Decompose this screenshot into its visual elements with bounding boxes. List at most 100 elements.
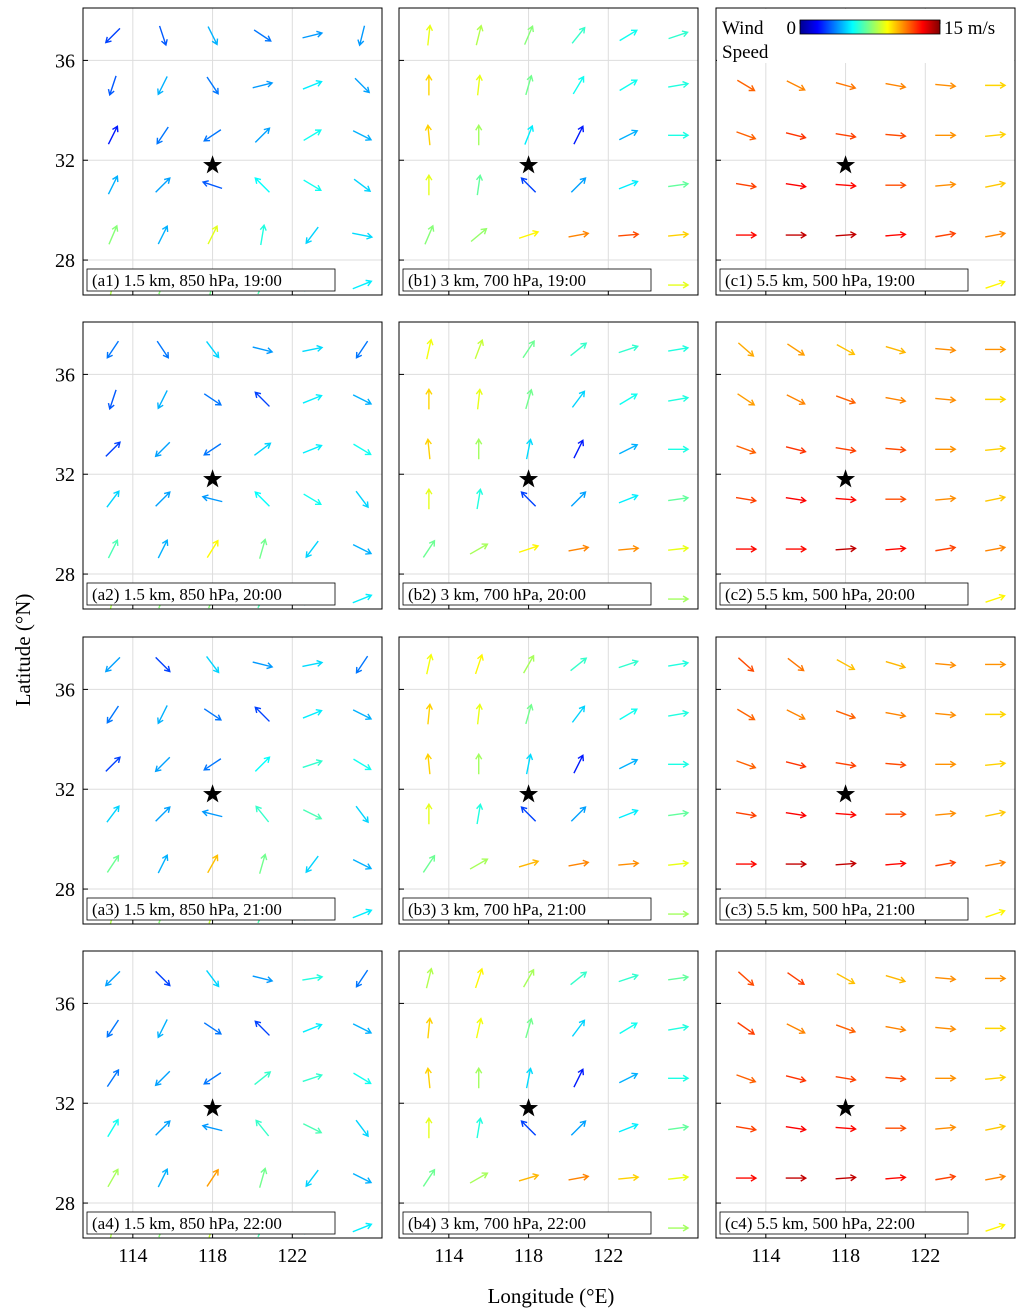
wind-arrow xyxy=(935,1074,957,1082)
wind-arrow xyxy=(352,859,373,870)
wind-arrow xyxy=(668,345,690,353)
wind-arrow xyxy=(885,231,907,239)
wind-arrow xyxy=(525,388,534,410)
colorbar-title: Wind xyxy=(722,18,764,39)
wind-arrow xyxy=(618,1122,639,1133)
wind-arrow xyxy=(106,1019,120,1038)
wind-arrow xyxy=(525,438,534,460)
panel-background xyxy=(716,951,1015,1238)
site-marker xyxy=(836,784,856,803)
y-tick-label: 36 xyxy=(55,364,75,386)
wind-arrow xyxy=(935,346,957,354)
site-marker xyxy=(519,469,539,488)
wind-arrow xyxy=(985,1024,1007,1032)
wind-arrow xyxy=(524,124,534,145)
wind-arrow xyxy=(203,393,223,406)
panel-label: (b2) 3 km, 700 hPa, 20:00 xyxy=(408,585,586,604)
wind-arrow xyxy=(985,1173,1007,1181)
wind-arrow xyxy=(835,1075,857,1083)
panel-background xyxy=(399,322,698,609)
wind-arrow xyxy=(470,227,488,243)
wind-arrow xyxy=(835,1174,857,1182)
y-tick-label: 32 xyxy=(55,1093,75,1115)
wind-arrow xyxy=(520,491,537,507)
wind-arrow xyxy=(305,226,319,245)
wind-arrow xyxy=(935,445,957,453)
wind-arrow xyxy=(424,123,432,146)
wind-arrow xyxy=(157,224,169,245)
wind-arrow xyxy=(786,709,806,720)
wind-arrow xyxy=(785,496,807,504)
wind-arrow xyxy=(206,341,220,359)
panel-frame xyxy=(82,636,383,925)
y-tick-label: 32 xyxy=(55,150,75,172)
wind-arrow xyxy=(424,224,435,245)
wind-arrow xyxy=(254,177,270,193)
wind-arrow xyxy=(736,79,756,92)
wind-arrow xyxy=(668,281,690,289)
wind-arrow xyxy=(106,340,120,359)
wind-arrow xyxy=(357,25,366,47)
wind-arrow xyxy=(570,806,587,822)
wind-arrow xyxy=(156,126,169,145)
wind-arrow xyxy=(935,82,957,90)
wind-arrow xyxy=(668,760,690,768)
wind-arrow xyxy=(469,858,489,870)
wind-arrow xyxy=(935,711,957,719)
wind-arrow xyxy=(157,538,169,559)
wind-arrow xyxy=(885,396,907,404)
wind-arrow xyxy=(618,659,640,669)
wind-arrow xyxy=(787,972,806,985)
colorbar-tick-label: 15 m/s xyxy=(944,18,995,39)
wind-arrow xyxy=(885,711,907,719)
panel-frame xyxy=(82,7,383,296)
wind-arrow xyxy=(985,230,1007,238)
wind-arrow xyxy=(885,860,907,868)
wind-arrow xyxy=(155,1120,171,1136)
wind-arrow xyxy=(885,446,907,454)
wind-arrow xyxy=(422,854,436,873)
wind-arrow xyxy=(785,446,807,455)
x-tick-label: 118 xyxy=(198,1245,227,1267)
wind-arrow xyxy=(735,496,758,504)
wind-arrow xyxy=(985,345,1007,354)
wind-arrow xyxy=(424,1066,432,1089)
wind-arrow xyxy=(668,1023,690,1032)
wind-arrow xyxy=(885,660,907,670)
wind-arrow xyxy=(785,860,808,868)
wind-arrow xyxy=(737,657,755,672)
panel-frame xyxy=(82,321,383,610)
wind-arrow xyxy=(155,970,171,987)
wind-arrow xyxy=(985,180,1007,188)
wind-arrow xyxy=(668,974,690,982)
wind-arrow xyxy=(155,177,171,193)
wind-arrow xyxy=(785,1125,807,1133)
wind-arrow xyxy=(475,1017,484,1039)
wind-arrow xyxy=(475,173,484,196)
wind-arrow xyxy=(618,1072,639,1084)
wind-arrow xyxy=(203,758,222,771)
x-tick-label: 118 xyxy=(514,1245,543,1267)
wind-arrow xyxy=(303,129,322,142)
panel-frame xyxy=(82,950,383,1239)
wind-arrow xyxy=(105,441,121,457)
wind-arrow xyxy=(258,538,268,559)
wind-arrow xyxy=(668,1224,690,1232)
wind-arrow xyxy=(107,389,117,411)
wind-arrow xyxy=(522,654,535,674)
wind-arrow xyxy=(158,25,168,47)
wind-arrow xyxy=(106,805,120,823)
panel-frame xyxy=(398,950,699,1239)
wind-arrow xyxy=(985,859,1007,867)
wind-arrow xyxy=(570,657,588,672)
wind-arrow xyxy=(475,752,483,775)
wind-arrow xyxy=(154,441,171,458)
wind-arrow xyxy=(154,1070,171,1087)
wind-arrow xyxy=(520,1120,537,1136)
wind-arrow xyxy=(154,756,171,773)
wind-arrow xyxy=(571,705,586,723)
wind-arrow xyxy=(736,708,756,721)
wind-arrow xyxy=(985,660,1007,669)
label-box xyxy=(719,582,969,606)
label-box xyxy=(86,897,336,921)
